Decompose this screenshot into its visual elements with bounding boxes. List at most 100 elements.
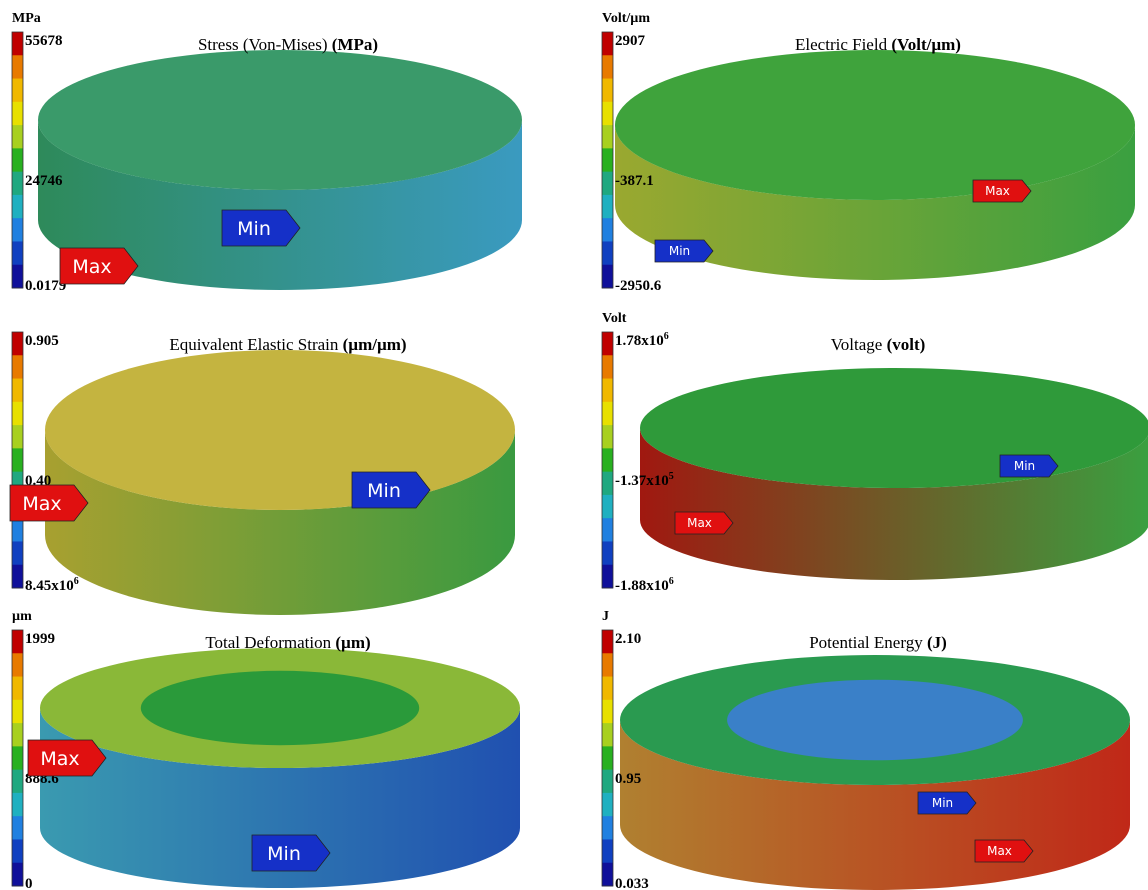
color-bar-segment [602,518,613,542]
disk-top [640,368,1148,488]
color-bar-segment [12,172,23,196]
color-bar-segment [12,148,23,172]
color-bar-segment [12,265,23,289]
color-bar-segment [602,653,613,677]
color-bar-segment [12,332,23,356]
legend-unit: J [602,609,609,624]
color-bar-segment [12,816,23,840]
panel-title: Stress (Von-Mises) (MPa) [198,35,378,54]
marker-label: Max [687,516,712,530]
color-bar-segment [602,472,613,496]
panel: Volt/µm2907-387.1-2950.6Electric Field (… [602,11,1135,294]
color-bar-segment [12,425,23,449]
marker-label: Max [72,256,111,278]
legend-label-exp: 6 [669,576,674,587]
legend-label: 0 [25,876,33,890]
legend-label-text: 2907 [615,33,646,49]
color-bar-segment [12,79,23,103]
color-bar-segment [602,746,613,770]
color-bar-segment [602,265,613,289]
color-bar-segment [12,541,23,565]
legend-label-base: -1.88x10 [615,578,669,594]
color-bar-segment [602,770,613,794]
legend-label-text: 0.905 [25,333,59,349]
legend-label: 2.10 [615,631,641,647]
disk-top [615,50,1135,200]
marker-label: Max [40,748,79,770]
color-bar-segment [12,55,23,79]
color-bar-segment [12,218,23,242]
color-bar-segment [602,32,613,56]
legend-label-text: -387.1 [615,173,654,189]
title-text: Stress (Von-Mises) [198,35,332,54]
color-bar-segment [602,55,613,79]
color-bar-segment [602,677,613,701]
legend-label: 1.78x106 [615,331,669,349]
color-bar-segment [12,839,23,863]
legend-label-exp: 5 [669,471,674,482]
color-bar-segment [602,839,613,863]
color-bar-segment [602,332,613,356]
legend-label: -2950.6 [615,278,662,294]
panel-title: Electric Field (Volt/µm) [795,35,961,54]
marker-label: Max [985,184,1010,198]
color-bar-segment [602,379,613,403]
color-bar-segment [602,816,613,840]
color-bar-segment [12,241,23,265]
color-bar-segment [12,746,23,770]
color-bar-segment [12,723,23,747]
color-bar-segment [602,172,613,196]
color-bar-segment [12,32,23,56]
legend-label: -1.88x106 [615,576,674,594]
legend-label-text: 24746 [25,173,63,189]
legend-label: 0.95 [615,771,641,787]
title-text: Potential Energy [809,633,927,652]
color-bar-segment [602,195,613,219]
color-bar-segment [12,379,23,403]
title-text: Voltage [831,335,887,354]
title-unit: (MPa) [332,35,378,54]
color-bar-segment [12,700,23,724]
color-bar-segment [12,518,23,542]
color-bar-segment [602,79,613,103]
legend-label-text: -2950.6 [615,278,662,294]
figure: MPa55678247460.0179Stress (Von-Mises) (M… [0,0,1148,890]
marker-label: Min [932,796,953,810]
title-unit: (J) [927,633,947,652]
legend-label: -387.1 [615,173,654,189]
marker-label: Min [1014,459,1035,473]
color-bar-segment [602,541,613,565]
legend-label-exp: 6 [664,331,669,342]
color-bar-segment [602,630,613,654]
legend-label-base: 1.78x10 [615,333,664,349]
color-bar-segment [12,677,23,701]
title-text: Equivalent Elastic Strain [169,335,342,354]
legend-label-text: 0.95 [615,771,641,787]
color-bar-segment [12,770,23,794]
color-bar-segment [12,195,23,219]
panel: 0.9050.408.45x106Equivalent Elastic Stra… [10,332,515,615]
disk-inner [727,680,1023,761]
legend-label: 0.905 [25,333,59,349]
legend-label: 1999 [25,631,55,647]
marker-label: Min [367,480,401,502]
disk-top [38,50,522,190]
color-bar-segment [602,102,613,126]
legend-label: 55678 [25,33,63,49]
color-bar-segment [602,148,613,172]
legend-label: 24746 [25,173,63,189]
legend-label: 0.033 [615,876,649,890]
color-bar-segment [12,448,23,472]
color-bar-segment [602,723,613,747]
legend-label-exp: 6 [74,576,79,587]
color-bar-segment [12,102,23,126]
title-text: Total Deformation [205,633,335,652]
title-unit: (Volt/µm) [891,35,961,54]
disk-inner [141,671,419,745]
marker-label: Min [669,244,690,258]
legend-label-text: 0 [25,876,33,890]
